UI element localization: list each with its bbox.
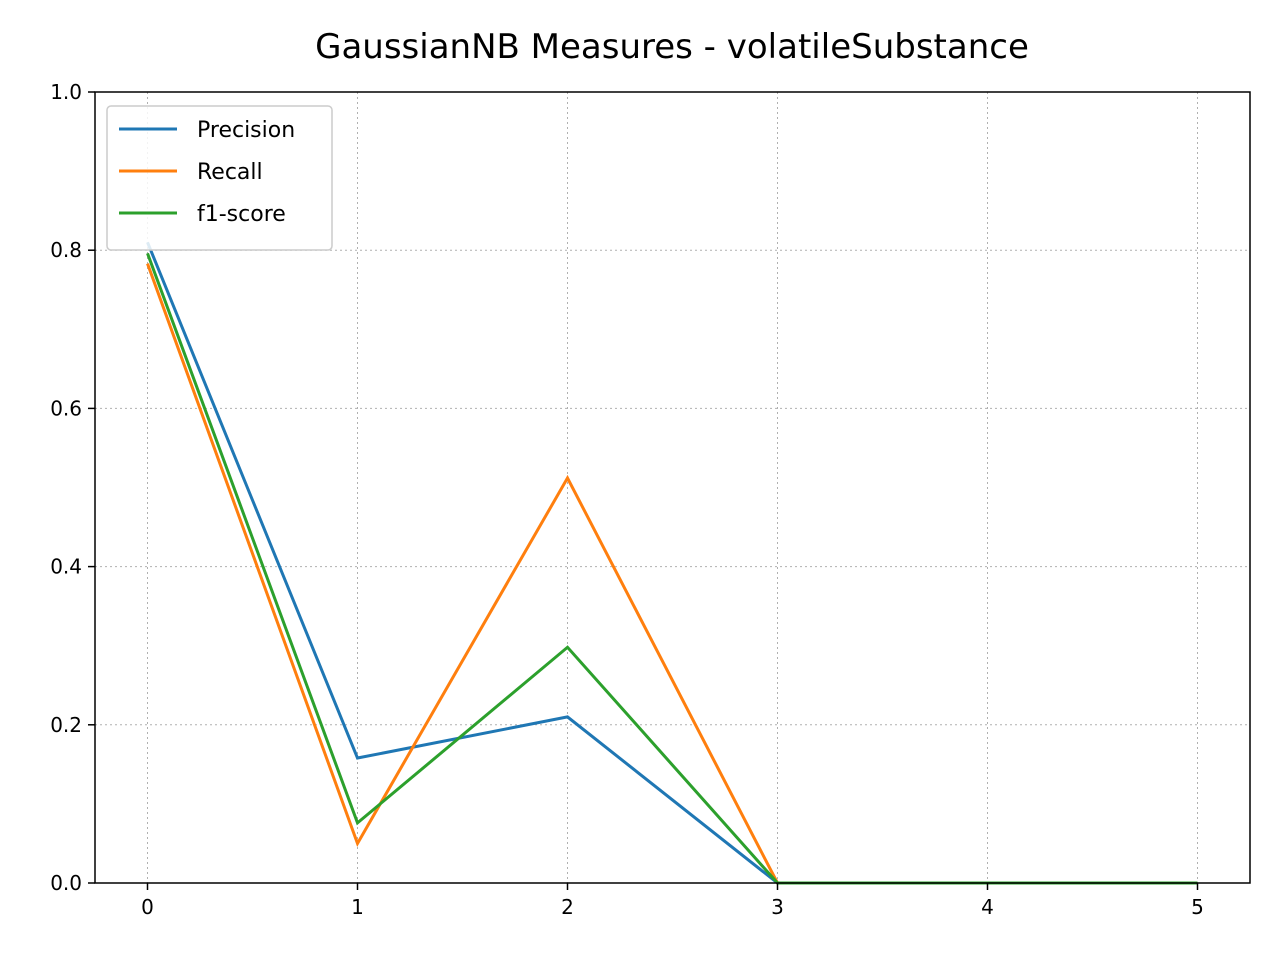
y-tick-label: 0.6	[50, 396, 82, 420]
y-tick-label: 0.4	[50, 555, 82, 579]
axes-ticks: 0 1 2 3 4 5 0.0 0.2 0.4 0.6 0.8 1.0	[50, 80, 1204, 919]
y-tick-label: 0.8	[50, 238, 82, 262]
y-tick-label: 0.0	[50, 871, 82, 895]
x-tick-label: 4	[981, 895, 994, 919]
legend-label: Recall	[197, 160, 263, 185]
x-tick-label: 5	[1191, 895, 1204, 919]
x-tick-label: 1	[351, 895, 364, 919]
x-tick-label: 0	[141, 895, 154, 919]
legend-label: f1-score	[197, 202, 286, 227]
plot-frame	[94, 91, 1251, 884]
x-tick-label: 3	[771, 895, 784, 919]
chart-title: GaussianNB Measures - volatileSubstance	[315, 27, 1029, 67]
y-tick-label: 1.0	[50, 80, 82, 104]
legend-label: Precision	[197, 118, 295, 143]
legend: Precision Recall f1-score	[106, 105, 333, 251]
y-tick-label: 0.2	[50, 713, 82, 737]
x-tick-label: 2	[561, 895, 574, 919]
